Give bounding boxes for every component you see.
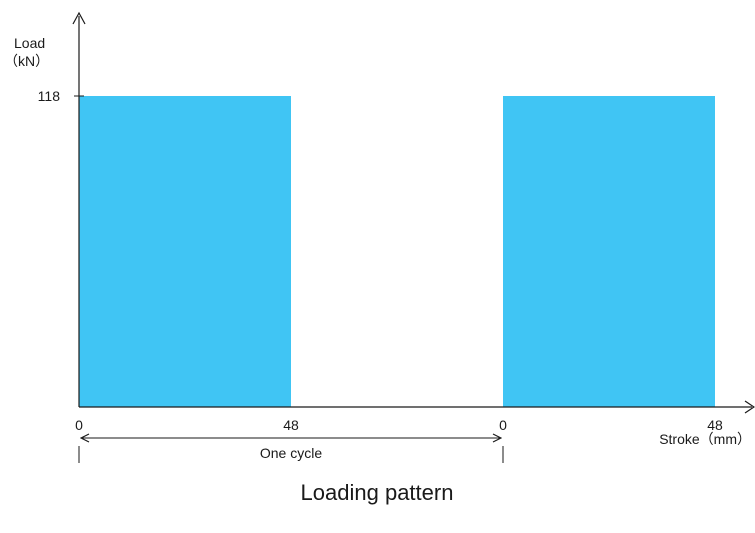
chart-title: Loading pattern (301, 480, 454, 505)
load-bar-2 (503, 96, 715, 407)
x-tick-label-0-first: 0 (75, 417, 83, 433)
cycle-label: One cycle (260, 445, 322, 461)
y-axis-unit-label: （kN） (4, 53, 49, 69)
load-bar-1 (79, 96, 291, 407)
bars-group (79, 96, 715, 407)
y-axis-label: Load (14, 35, 45, 51)
x-axis-label: Stroke（mm） (659, 431, 751, 447)
y-axis-arrow-icon (72, 11, 86, 25)
y-tick-label-118: 118 (38, 88, 61, 104)
x-tick-label-0-second: 0 (499, 417, 507, 433)
x-tick-label-48-first: 48 (283, 417, 299, 433)
x-tick-label-48-second: 48 (707, 417, 723, 433)
x-axis-arrow-icon (744, 400, 755, 414)
